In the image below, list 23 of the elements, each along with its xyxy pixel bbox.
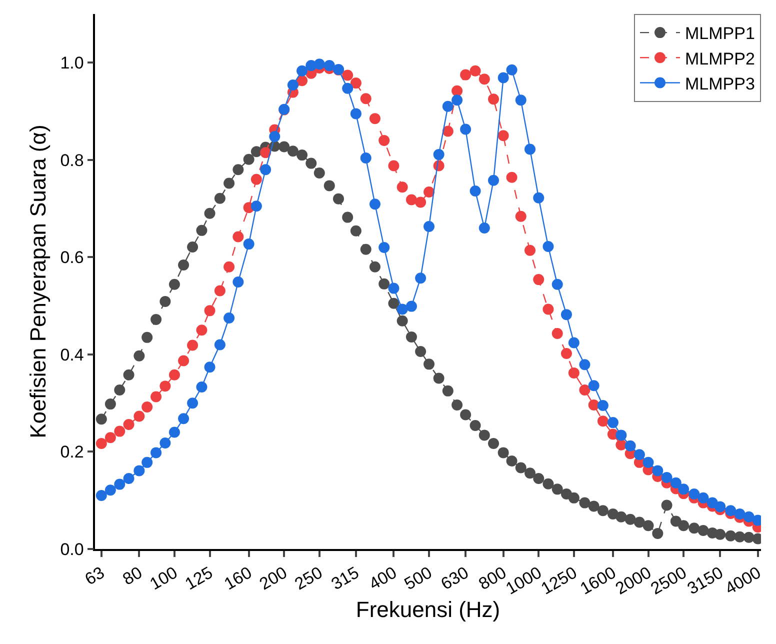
x-tick-label: 4000 <box>722 563 764 598</box>
y-tick-label: 1.0 <box>60 54 84 73</box>
legend-label: MLMPP2 <box>685 49 755 68</box>
x-tick-label: 400 <box>366 563 400 594</box>
x-tick-label: 250 <box>292 563 326 594</box>
x-axis-title: Frekuensi (Hz) <box>356 596 500 622</box>
x-tick-label: 125 <box>182 563 216 594</box>
x-tick-label: 500 <box>401 563 436 594</box>
legend-label: MLMPP1 <box>685 24 755 44</box>
y-tick-label: 0.8 <box>60 150 84 170</box>
y-tick-label: 0.6 <box>60 248 84 268</box>
y-axis-title: Koefisien Penyerapan Suara (α) <box>26 124 51 438</box>
x-tick-label: 160 <box>220 563 256 594</box>
x-tick-label: 100 <box>146 563 181 594</box>
x-tick-label: 315 <box>328 563 362 594</box>
x-tick-label: 80 <box>120 563 146 589</box>
legend-label: MLMPP3 <box>685 74 755 94</box>
x-tick-label: 63 <box>82 563 108 589</box>
y-tick-label: 0.2 <box>60 442 84 462</box>
y-tick-label: 0.0 <box>60 540 84 559</box>
y-tick-label: 0.4 <box>60 345 84 364</box>
x-tick-label: 200 <box>256 563 290 594</box>
x-tick-label: 630 <box>438 563 472 594</box>
